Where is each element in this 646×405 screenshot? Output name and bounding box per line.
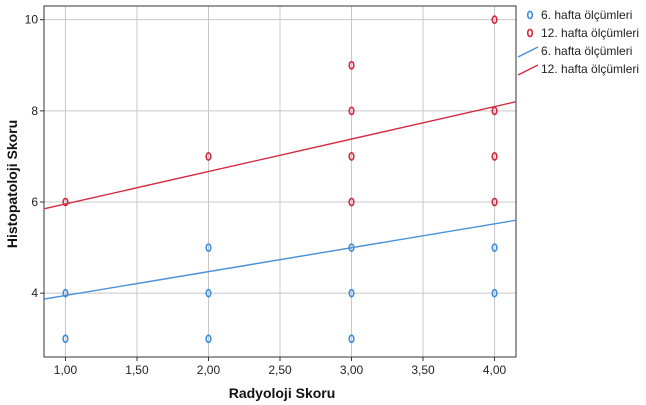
data-point bbox=[62, 288, 69, 298]
data-point bbox=[348, 106, 355, 116]
data-point bbox=[348, 288, 355, 298]
legend-marker bbox=[526, 10, 534, 20]
x-tick-label: 2,50 bbox=[268, 363, 292, 377]
legend-line-swatch bbox=[517, 46, 539, 58]
data-point bbox=[491, 197, 498, 207]
legend-label: 6. hafta ölçümleri bbox=[541, 44, 632, 58]
data-point bbox=[348, 197, 355, 207]
y-tick-label: 8 bbox=[31, 104, 38, 118]
legend-label: 12. hafta ölçümleri bbox=[541, 26, 639, 40]
data-point bbox=[491, 288, 498, 298]
y-axis-ticks: 4 6 8 10 bbox=[25, 13, 44, 300]
fit-lines bbox=[43, 101, 517, 300]
fit-line bbox=[43, 101, 517, 210]
y-axis-title: Histopatoloji Skoru bbox=[4, 120, 20, 248]
data-point bbox=[205, 152, 212, 161]
y-tick-label: 4 bbox=[31, 286, 38, 300]
x-tick-label: 2,00 bbox=[197, 363, 221, 377]
data-point bbox=[348, 152, 355, 161]
x-tick-label: 4,00 bbox=[483, 363, 507, 377]
x-tick-label: 3,00 bbox=[340, 363, 364, 377]
legend-marker bbox=[526, 28, 534, 38]
legend-label: 6. hafta ölçümleri bbox=[541, 8, 632, 22]
legend-line-swatch bbox=[517, 64, 539, 76]
data-point bbox=[205, 288, 212, 298]
data-point bbox=[491, 243, 498, 252]
fit-line bbox=[43, 219, 517, 300]
legend-label: 12. hafta ölçümleri bbox=[541, 62, 639, 76]
data-point bbox=[491, 106, 498, 116]
legend: 6. hafta ölçümleri 12. hafta ölçümleri 6. … bbox=[517, 8, 639, 76]
grid-lines bbox=[44, 6, 516, 357]
data-point bbox=[348, 334, 355, 344]
data-point bbox=[348, 243, 355, 252]
data-point bbox=[62, 197, 69, 207]
data-point bbox=[491, 15, 498, 25]
x-tick-label: 3,50 bbox=[411, 363, 435, 377]
data-point bbox=[205, 334, 212, 344]
x-tick-label: 1,50 bbox=[125, 363, 149, 377]
data-point bbox=[62, 334, 69, 344]
x-axis-title: Radyoloji Skoru bbox=[229, 385, 336, 401]
x-tick-label: 1,00 bbox=[54, 363, 78, 377]
data-point bbox=[348, 60, 355, 70]
data-points bbox=[62, 15, 498, 344]
data-point bbox=[491, 152, 498, 161]
y-tick-label: 6 bbox=[31, 195, 38, 209]
data-point bbox=[205, 243, 212, 252]
x-axis-ticks: 1,00 1,50 2,00 2,50 3,00 3,50 4,00 bbox=[54, 357, 507, 377]
y-tick-label: 10 bbox=[25, 13, 39, 27]
